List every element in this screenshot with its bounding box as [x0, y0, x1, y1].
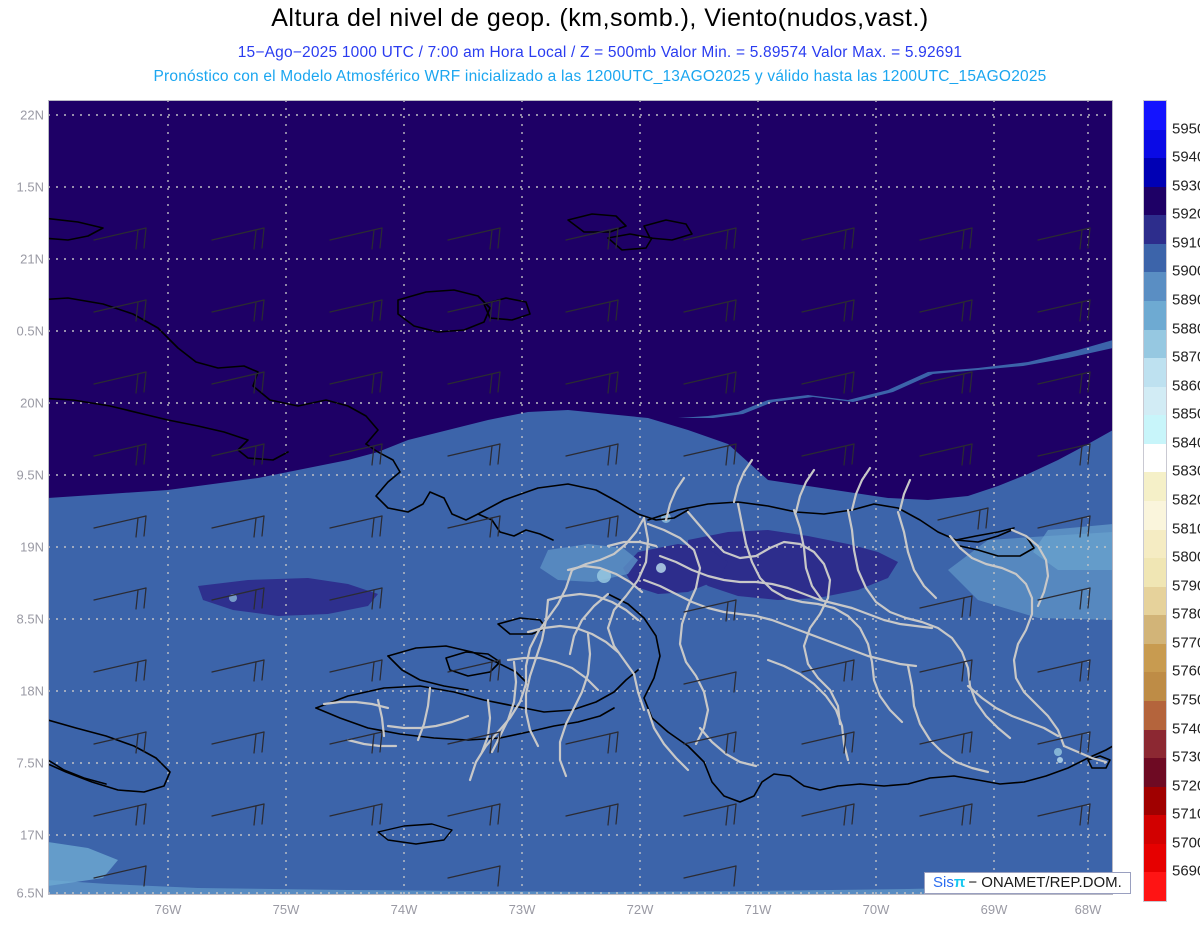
y-tick-label: 20N — [20, 395, 44, 411]
x-tick-label: 75W — [272, 902, 300, 917]
colorbar-segment — [1144, 215, 1166, 244]
watermark-prefix: Sis — [933, 874, 954, 891]
colorbar-segment — [1144, 529, 1166, 559]
watermark-suffix: − ONAMET/REP.DOM. — [968, 874, 1122, 891]
colorbar-segment — [1144, 129, 1166, 159]
wind-barbs — [93, 227, 1091, 887]
x-tick-label: 76W — [154, 902, 182, 917]
map-svg — [48, 100, 1113, 895]
colorbar-segment — [1144, 786, 1166, 816]
colorbar-segment — [1144, 615, 1166, 644]
colorbar-tick-label: 5720 — [1172, 777, 1200, 795]
colorbar-tick-label: 5920 — [1172, 205, 1200, 223]
x-tick-label: 71W — [744, 902, 772, 917]
page-title: Altura del nivel de geop. (km,somb.), Vi… — [271, 4, 929, 32]
colorbar-segment — [1144, 815, 1166, 844]
province-borders — [322, 458, 1108, 782]
y-tick-label: 19N — [20, 539, 44, 555]
colorbar-segment — [1144, 358, 1166, 387]
y-tick-label: 1.5N — [16, 179, 44, 195]
colorbar-tick-label: 5910 — [1172, 234, 1200, 252]
colorbar-tick-label: 5840 — [1172, 434, 1200, 452]
colorbar-segment — [1144, 643, 1166, 673]
y-tick-label: 18N — [20, 683, 44, 699]
y-tick-label: 0.5N — [16, 323, 44, 339]
colorbar-tick-label: 5760 — [1172, 662, 1200, 680]
colorbar-segment — [1144, 558, 1166, 587]
colorbar-segment — [1144, 272, 1166, 301]
colorbar-segment — [1144, 472, 1166, 501]
colorbar-segment — [1144, 301, 1166, 330]
x-tick-label: 72W — [626, 902, 654, 917]
x-tick-label: 70W — [862, 902, 890, 917]
watermark-pi-icon: π — [953, 874, 966, 891]
y-tick-label: 21N — [20, 251, 44, 267]
colorbar-segment — [1144, 443, 1166, 473]
colorbar-tick-label: 5790 — [1172, 577, 1200, 595]
y-tick-label: 17N — [20, 827, 44, 843]
colorbar-segment — [1144, 186, 1166, 216]
colorbar-tick-label: 5850 — [1172, 405, 1200, 423]
colorbar-tick-label: 5690 — [1172, 862, 1200, 880]
colorbar-segment — [1144, 158, 1166, 187]
colorbar-segment — [1144, 415, 1166, 444]
x-tick-label: 74W — [390, 902, 418, 917]
colorbar-segment — [1144, 758, 1166, 787]
y-tick-label: 9.5N — [16, 467, 44, 483]
colorbar-tick-label: 5700 — [1172, 834, 1200, 852]
colorbar-tick-label: 5930 — [1172, 177, 1200, 195]
colorbar-segment — [1144, 701, 1166, 730]
colorbar-tick-label: 5740 — [1172, 720, 1200, 738]
y-tick-label: 8.5N — [16, 611, 44, 627]
x-tick-label: 73W — [508, 902, 536, 917]
y-tick-label: 6.5N — [16, 885, 44, 901]
chart-subtitle-model: Pronóstico con el Modelo Atmosférico WRF… — [153, 68, 1047, 85]
colorbar-segment — [1144, 672, 1166, 701]
colorbar-tick-label: 5900 — [1172, 262, 1200, 280]
colorbar-tick-label: 5950 — [1172, 120, 1200, 138]
colorbar-tick-label: 5860 — [1172, 377, 1200, 395]
chart-subtitle-primary: 15−Ago−2025 1000 UTC / 7:00 am Hora Loca… — [237, 44, 963, 61]
map-gridlines — [48, 100, 1113, 895]
colorbar-tick-label: 5780 — [1172, 605, 1200, 623]
colorbar-segment — [1144, 501, 1166, 530]
colorbar-segment — [1144, 329, 1166, 359]
chart-header: Altura del nivel de geop. (km,somb.), Vi… — [0, 0, 1200, 95]
colorbar-tick-label: 5750 — [1172, 691, 1200, 709]
colorbar-tick-label: 5710 — [1172, 805, 1200, 823]
colorbar-segment — [1144, 586, 1166, 616]
colorbar-tick-label: 5880 — [1172, 320, 1200, 338]
colorbar-tick-label: 5940 — [1172, 148, 1200, 166]
watermark-onamet: Sis π − ONAMET/REP.DOM. — [924, 872, 1131, 894]
y-tick-label: 7.5N — [16, 755, 44, 771]
y-tick-label: 22N — [20, 107, 44, 123]
colorbar-tick-label: 5730 — [1172, 748, 1200, 766]
colorbar[interactable] — [1143, 100, 1167, 902]
colorbar-segment — [1144, 729, 1166, 759]
colorbar-segment — [1144, 843, 1166, 873]
colorbar-segment — [1144, 101, 1166, 130]
colorbar-tick-label: 5870 — [1172, 348, 1200, 366]
colorbar-tick-label: 5820 — [1172, 491, 1200, 509]
x-tick-label: 69W — [980, 902, 1008, 917]
colorbar-tick-label: 5830 — [1172, 462, 1200, 480]
colorbar-tick-label: 5770 — [1172, 634, 1200, 652]
x-tick-label: 68W — [1074, 902, 1102, 917]
colorbar-tick-label: 5810 — [1172, 520, 1200, 538]
colorbar-segment — [1144, 872, 1166, 901]
colorbar-tick-label: 5890 — [1172, 291, 1200, 309]
geopotential-shading-canvas — [48, 100, 1113, 895]
colorbar-tick-label: 5800 — [1172, 548, 1200, 566]
map-plot-area[interactable] — [48, 100, 1113, 895]
colorbar-segment — [1144, 243, 1166, 273]
colorbar-segment — [1144, 386, 1166, 416]
